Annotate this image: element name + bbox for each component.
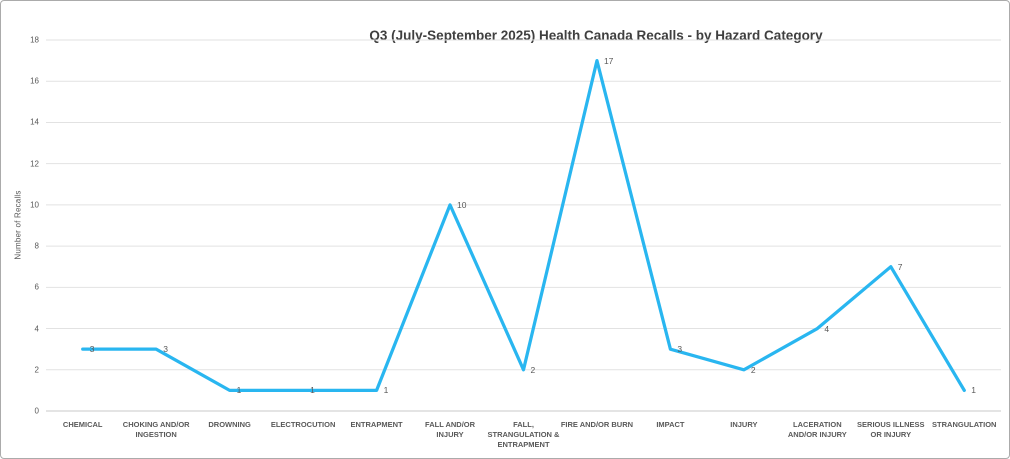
- x-category-label: FIRE AND/OR BURN: [560, 420, 634, 429]
- y-tick-label: 4: [34, 324, 39, 334]
- recalls-series-line: [81, 58, 966, 393]
- y-tick-label: 16: [30, 76, 39, 86]
- data-point-label: 10: [457, 199, 467, 210]
- x-category-label: LACERATION AND/OR INJURY: [787, 420, 847, 439]
- data-point-label: 3: [677, 344, 683, 355]
- data-point-label: 3: [89, 344, 95, 355]
- y-tick-label: 8: [34, 241, 39, 251]
- chart-title: Q3 (July-September 2025) Health Canada R…: [369, 28, 823, 43]
- x-category-label: STRANGULATION: [932, 420, 997, 429]
- x-category-label: ELECTROCUTION: [270, 420, 336, 429]
- data-point-label: 7: [897, 261, 903, 272]
- x-category-label: IMPACT: [656, 420, 685, 429]
- data-point-label: 1: [971, 385, 976, 396]
- data-point-label: 1: [383, 385, 389, 396]
- x-category-label: SERIOUS ILLNESS OR INJURY: [857, 420, 925, 439]
- y-tick-label: 12: [30, 159, 39, 169]
- y-tick-label: 0: [34, 406, 39, 416]
- data-point-label: 1: [236, 385, 242, 396]
- y-tick-label: 10: [30, 200, 39, 210]
- data-point-label: 2: [530, 364, 536, 375]
- x-category-label: DROWNING: [208, 420, 251, 429]
- y-tick-label: 6: [34, 282, 39, 292]
- x-category-label: INJURY: [730, 420, 758, 429]
- y-tick-label: 14: [30, 117, 39, 127]
- data-point-label: 4: [824, 323, 830, 334]
- x-category-label: FALL AND/OR INJURY: [425, 420, 476, 439]
- y-tick-label: 18: [30, 35, 39, 45]
- data-point-label: 2: [750, 364, 756, 375]
- y-tick-label: 2: [34, 365, 39, 375]
- x-category-label: FALL, STRANGULATION & ENTRAPMENT: [487, 420, 560, 449]
- x-category-label: CHEMICAL: [62, 420, 103, 429]
- data-point-label: 17: [603, 55, 614, 66]
- x-category-label: CHOKING AND/OR INGESTION: [122, 420, 190, 439]
- data-point-label: 3: [163, 344, 168, 355]
- data-point-label: 1: [310, 385, 315, 396]
- x-category-label: ENTRAPMENT: [350, 420, 403, 429]
